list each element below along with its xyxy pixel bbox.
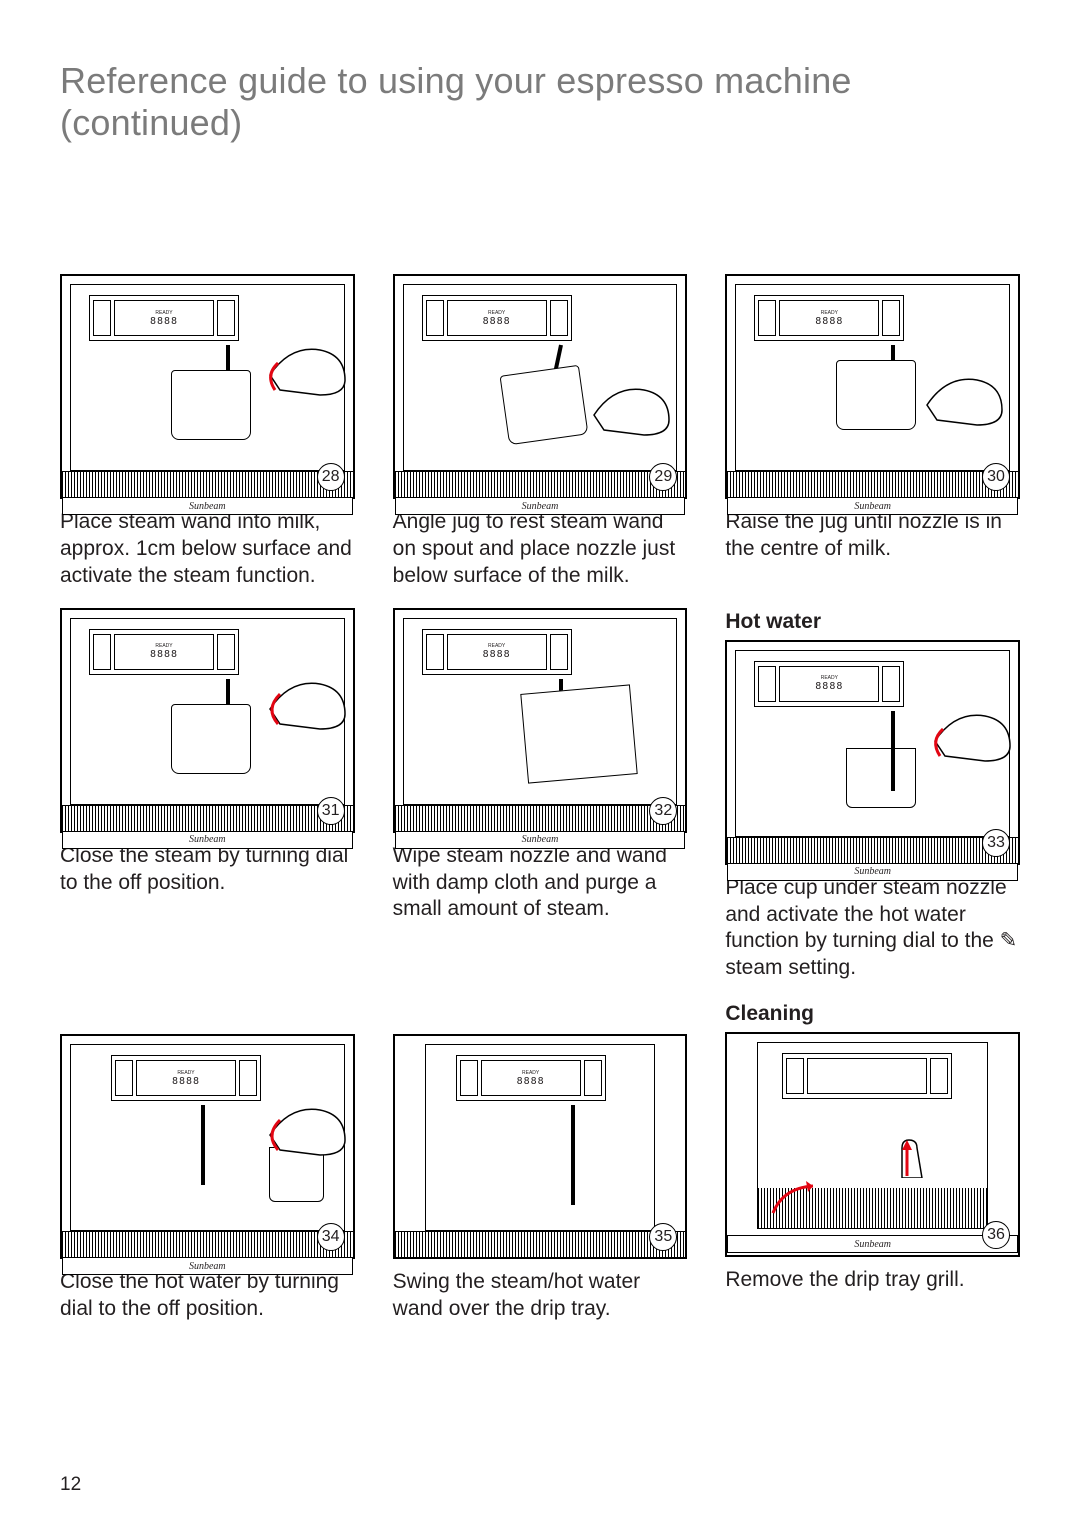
step-35: READY8888 35 Swing the steam/hot water w… bbox=[393, 1000, 688, 1323]
hand-icon bbox=[260, 669, 350, 739]
step-29: READY8888 Sunbeam 29 Angle jug to rest s… bbox=[393, 274, 688, 590]
illustration-29: READY8888 Sunbeam 29 bbox=[393, 274, 688, 499]
cup-icon bbox=[846, 748, 916, 808]
step-number: 28 bbox=[317, 463, 345, 491]
step-number: 32 bbox=[649, 797, 677, 825]
steps-grid: READY8888 Sunbeam 28 Place steam wand in… bbox=[60, 274, 1020, 1323]
step-number: 30 bbox=[982, 463, 1010, 491]
step-34: READY8888 Sunbeam 34 Close the hot water… bbox=[60, 1000, 355, 1323]
illustration-35: READY8888 35 bbox=[393, 1034, 688, 1259]
step-28: READY8888 Sunbeam 28 Place steam wand in… bbox=[60, 274, 355, 590]
caption-36: Remove the drip tray grill. bbox=[725, 1267, 1020, 1294]
page-number: 12 bbox=[60, 1474, 81, 1496]
hand-icon bbox=[260, 335, 350, 405]
hand-icon bbox=[260, 1095, 350, 1165]
illustration-33: READY8888 Sunbeam 33 bbox=[725, 640, 1020, 865]
caption-32: Wipe steam nozzle and wand with damp clo… bbox=[393, 843, 688, 924]
illustration-32: READY8888 Sunbeam 32 bbox=[393, 608, 688, 833]
cloth-icon bbox=[520, 684, 637, 783]
brand-label: Sunbeam bbox=[62, 497, 353, 515]
illustration-30: READY8888 Sunbeam 30 bbox=[725, 274, 1020, 499]
step-31: READY8888 Sunbeam 31 Close the steam by … bbox=[60, 608, 355, 983]
caption-29: Angle jug to rest steam wand on spout an… bbox=[393, 509, 688, 590]
step-30: READY8888 Sunbeam 30 Raise the jug until… bbox=[725, 274, 1020, 590]
step-number: 33 bbox=[982, 829, 1010, 857]
step-33: Hot water READY8888 Sunbeam 33 Place cup… bbox=[725, 608, 1020, 983]
cleaning-heading: Cleaning bbox=[725, 1002, 1020, 1026]
hot-water-heading: Hot water bbox=[725, 610, 1020, 634]
hand-icon bbox=[925, 701, 1015, 771]
step-32: READY8888 Sunbeam 32 Wipe steam nozzle a… bbox=[393, 608, 688, 983]
illustration-28: READY8888 Sunbeam 28 bbox=[60, 274, 355, 499]
step-36: Cleaning Sunbeam 36 Remove the drip tray… bbox=[725, 1000, 1020, 1323]
caption-31: Close the steam by turning dial to the o… bbox=[60, 843, 355, 897]
step-number: 34 bbox=[317, 1223, 345, 1251]
step-number: 31 bbox=[317, 797, 345, 825]
hand-icon bbox=[917, 365, 1007, 435]
caption-35: Swing the steam/hot water wand over the … bbox=[393, 1269, 688, 1323]
caption-34: Close the hot water by turning dial to t… bbox=[60, 1269, 355, 1323]
page-title: Reference guide to using your espresso m… bbox=[60, 60, 1020, 144]
hand-icon bbox=[584, 375, 674, 445]
caption-30: Raise the jug until nozzle is in the cen… bbox=[725, 509, 1020, 563]
caption-33: Place cup under steam nozzle and activat… bbox=[725, 875, 1020, 983]
caption-28: Place steam wand into milk, approx. 1cm … bbox=[60, 509, 355, 590]
illustration-36: Sunbeam 36 bbox=[725, 1032, 1020, 1257]
illustration-31: READY8888 Sunbeam 31 bbox=[60, 608, 355, 833]
step-number: 36 bbox=[982, 1221, 1010, 1249]
illustration-34: READY8888 Sunbeam 34 bbox=[60, 1034, 355, 1259]
